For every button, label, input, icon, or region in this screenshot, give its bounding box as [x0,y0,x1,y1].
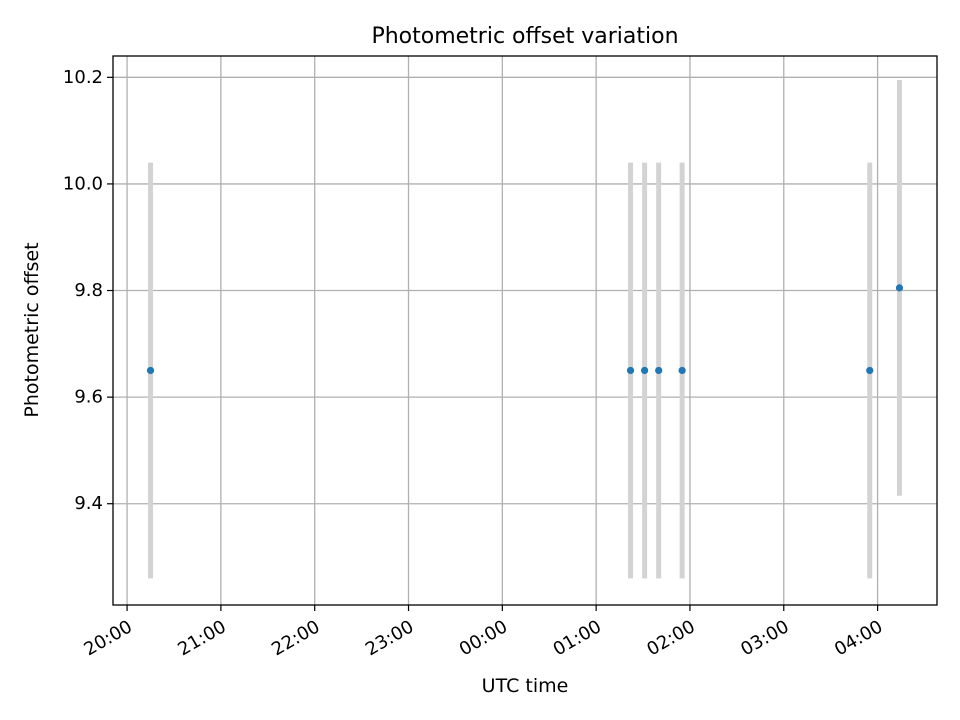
data-point [146,366,155,375]
data-point [655,366,663,375]
y-axis-label: Photometric offset [21,242,43,417]
data-point [678,366,686,375]
x-tick-label: 23:00 [362,616,417,660]
x-tick-label: 01:00 [550,616,605,660]
data-points [146,284,904,375]
x-axis-label: UTC time [482,675,569,697]
y-tick-label: 9.4 [74,493,103,514]
x-tick-label: 22:00 [268,616,323,660]
x-tick-label: 20:00 [81,616,136,660]
y-axis-ticks: 9.4 9.6 9.8 10.0 10.2 [63,67,113,514]
data-point [641,366,649,375]
y-tick-label: 10.2 [63,67,103,88]
y-tick-label: 9.6 [74,387,103,408]
x-tick-label: 04:00 [831,616,886,660]
plot-frame [112,55,938,606]
data-point [866,366,874,375]
y-tick-label: 10.0 [63,173,103,194]
y-tick-label: 9.8 [74,280,103,301]
x-tick-label: 00:00 [456,616,511,660]
x-axis-ticks: 20:00 21:00 22:00 23:00 00:00 01:00 02:00 03:00… [81,605,886,660]
x-tick-label: 02:00 [643,616,698,660]
data-point [626,366,635,375]
x-tick-label: 03:00 [737,616,792,660]
x-tick-label: 21:00 [174,616,229,660]
grid [113,56,937,605]
chart-title: Photometric offset variation [371,24,678,49]
data-point [895,284,904,292]
